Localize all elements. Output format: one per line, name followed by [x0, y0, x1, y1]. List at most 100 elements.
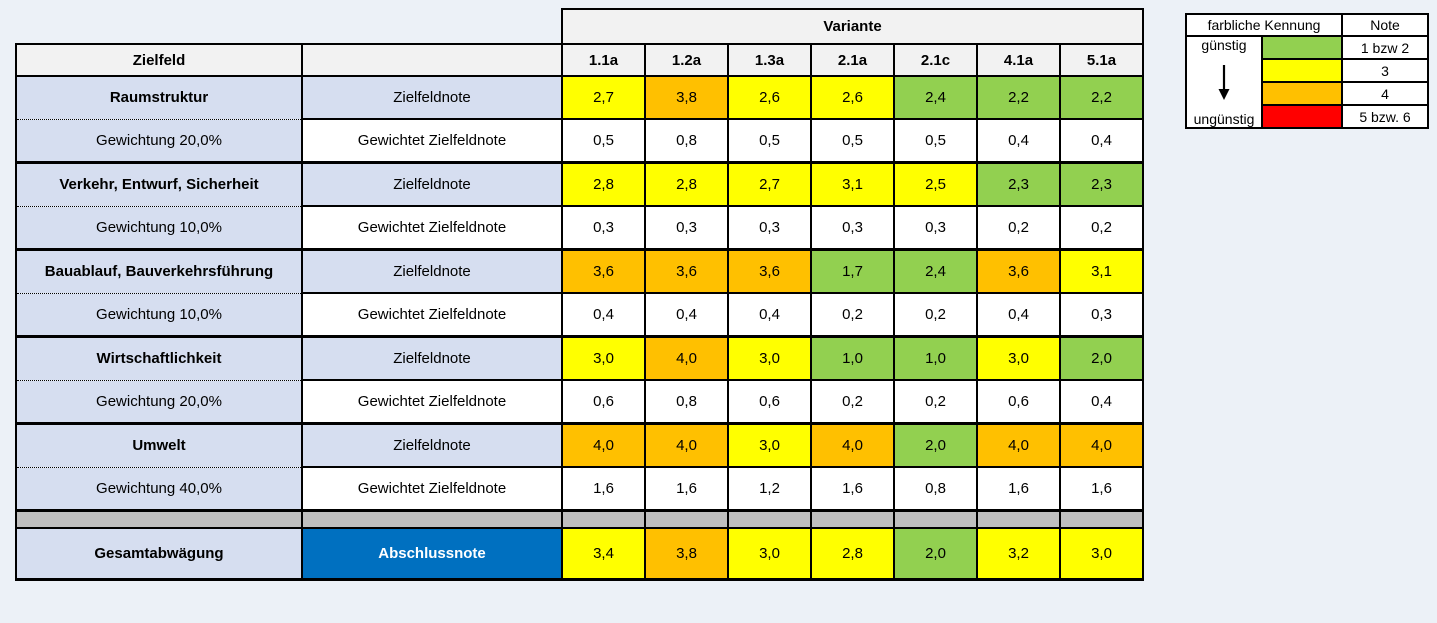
- evaluation-table: Variante Zielfeld 1.1a 1.2a 1.3a 2.1a 2.…: [15, 8, 1144, 581]
- score-row-label: Zielfeldnote: [301, 335, 563, 381]
- score-cell: 2,7: [727, 161, 812, 207]
- score-cell: 3,6: [976, 248, 1061, 294]
- weighted-score-cell: 0,4: [727, 292, 812, 338]
- score-cell: 4,0: [644, 422, 729, 468]
- score-row-label: Zielfeldnote: [301, 75, 563, 120]
- weighted-row-label: Gewichtet Zielfeldnote: [301, 466, 563, 512]
- score-cell: 3,6: [644, 248, 729, 294]
- legend-row: 3: [1186, 58, 1429, 83]
- weighted-score-cell: 1,2: [727, 466, 812, 512]
- weighted-score-cell: 0,3: [644, 205, 729, 251]
- weighted-score-cell: 0,5: [727, 118, 812, 164]
- table-row: Gewichtung 20,0% Gewichtet Zielfeldnote …: [15, 118, 1144, 164]
- weighted-row-label: Gewichtet Zielfeldnote: [301, 205, 563, 251]
- score-cell: 2,2: [976, 75, 1061, 120]
- weighted-score-cell: 0,5: [893, 118, 978, 164]
- weighted-score-cell: 0,4: [1059, 379, 1144, 425]
- separator-cell: [644, 509, 729, 529]
- table-row: Verkehr, Entwurf, Sicherheit Zielfeldnot…: [15, 161, 1144, 207]
- arrow-down-icon: [1217, 64, 1231, 100]
- weighted-row-label: Gewichtet Zielfeldnote: [301, 292, 563, 338]
- table-row: Bauablauf, Bauverkehrsführung Zielfeldno…: [15, 248, 1144, 294]
- separator-row: [15, 509, 1144, 529]
- score-cell: 3,1: [1059, 248, 1144, 294]
- weighted-score-cell: 0,3: [893, 205, 978, 251]
- score-cell: 2,0: [893, 422, 978, 468]
- weighted-score-cell: 0,4: [1059, 118, 1144, 164]
- legend-direction-cell: günstig ungünstig: [1185, 35, 1263, 129]
- score-cell: 2,8: [644, 161, 729, 207]
- final-row-label: Abschlussnote: [301, 527, 563, 581]
- variant-group-header: Variante: [561, 8, 1144, 45]
- legend-row: 4: [1186, 81, 1429, 106]
- weighted-score-cell: 0,3: [727, 205, 812, 251]
- score-cell: 4,0: [810, 422, 895, 468]
- variant-header: 1.3a: [727, 43, 812, 77]
- variant-group-row: Variante: [16, 8, 1144, 45]
- score-cell: 4,0: [561, 422, 646, 468]
- score-cell: 2,6: [810, 75, 895, 120]
- weighted-score-cell: 0,4: [644, 292, 729, 338]
- legend-unfavorable-label: ungünstig: [1193, 111, 1255, 127]
- weighted-score-cell: 0,3: [810, 205, 895, 251]
- score-cell: 2,7: [561, 75, 646, 120]
- final-score-cell: 3,0: [727, 527, 812, 581]
- table-row: Gewichtung 10,0% Gewichtet Zielfeldnote …: [15, 205, 1144, 251]
- score-cell: 2,4: [893, 75, 978, 120]
- row-label-header: [301, 43, 563, 77]
- variant-header: 5.1a: [1059, 43, 1144, 77]
- weighted-score-cell: 0,8: [644, 118, 729, 164]
- legend-favorable-label: günstig: [1201, 37, 1247, 53]
- evaluation-matrix: Variante Zielfeld 1.1a 1.2a 1.3a 2.1a 2.…: [15, 8, 1144, 581]
- corner-header: Zielfeld: [15, 43, 303, 77]
- weighted-score-cell: 0,2: [810, 379, 895, 425]
- weighted-score-cell: 0,8: [893, 466, 978, 512]
- legend-note: 5 bzw. 6: [1341, 104, 1429, 129]
- weighted-score-cell: 0,2: [893, 292, 978, 338]
- score-cell: 1,7: [810, 248, 895, 294]
- weighted-row-label: Gewichtet Zielfeldnote: [301, 379, 563, 425]
- weighted-score-cell: 0,5: [561, 118, 646, 164]
- score-cell: 4,0: [976, 422, 1061, 468]
- final-score-cell: 3,0: [1059, 527, 1144, 581]
- legend-header-row: farbliche Kennung Note: [1185, 13, 1429, 37]
- weighted-score-cell: 0,2: [810, 292, 895, 338]
- score-cell: 3,6: [727, 248, 812, 294]
- legend-table: farbliche Kennung Note günstig ungünstig…: [1185, 13, 1429, 129]
- category-name: Umwelt: [15, 422, 303, 468]
- score-cell: 4,0: [1059, 422, 1144, 468]
- table-row: Wirtschaftlichkeit Zielfeldnote 3,0 4,0 …: [15, 335, 1144, 381]
- score-cell: 3,1: [810, 161, 895, 207]
- score-cell: 2,4: [893, 248, 978, 294]
- legend-note: 4: [1341, 81, 1429, 106]
- weighted-score-cell: 0,6: [727, 379, 812, 425]
- final-score-cell: 3,4: [561, 527, 646, 581]
- final-score-cell: 3,2: [976, 527, 1061, 581]
- weight-label: Gewichtung 20,0%: [15, 379, 303, 425]
- weighted-score-cell: 0,4: [976, 118, 1061, 164]
- separator-cell: [976, 509, 1061, 529]
- score-cell: 2,8: [561, 161, 646, 207]
- empty-corner: [16, 9, 562, 44]
- weighted-row-label: Gewichtet Zielfeldnote: [301, 118, 563, 164]
- score-cell: 2,3: [976, 161, 1061, 207]
- final-score-cell: 2,8: [810, 527, 895, 581]
- legend-swatch-red: [1261, 104, 1343, 129]
- weighted-score-cell: 1,6: [976, 466, 1061, 512]
- table-row: Gewichtung 20,0% Gewichtet Zielfeldnote …: [15, 379, 1144, 425]
- weighted-score-cell: 1,6: [644, 466, 729, 512]
- separator-cell: [727, 509, 812, 529]
- weighted-score-cell: 0,2: [893, 379, 978, 425]
- weighted-score-cell: 0,6: [976, 379, 1061, 425]
- color-legend: farbliche Kennung Note günstig ungünstig…: [1185, 13, 1429, 129]
- weighted-score-cell: 0,3: [1059, 292, 1144, 338]
- legend-color-header: farbliche Kennung: [1185, 13, 1343, 37]
- table-row: Raumstruktur Zielfeldnote 2,7 3,8 2,6 2,…: [15, 75, 1144, 120]
- weight-label: Gewichtung 40,0%: [15, 466, 303, 512]
- final-score-row: Gesamtabwägung Abschlussnote 3,4 3,8 3,0…: [15, 527, 1144, 581]
- weighted-score-cell: 0,2: [976, 205, 1061, 251]
- weighted-score-cell: 0,8: [644, 379, 729, 425]
- score-cell: 3,0: [727, 335, 812, 381]
- weight-label: Gewichtung 20,0%: [15, 118, 303, 164]
- category-name: Verkehr, Entwurf, Sicherheit: [15, 161, 303, 207]
